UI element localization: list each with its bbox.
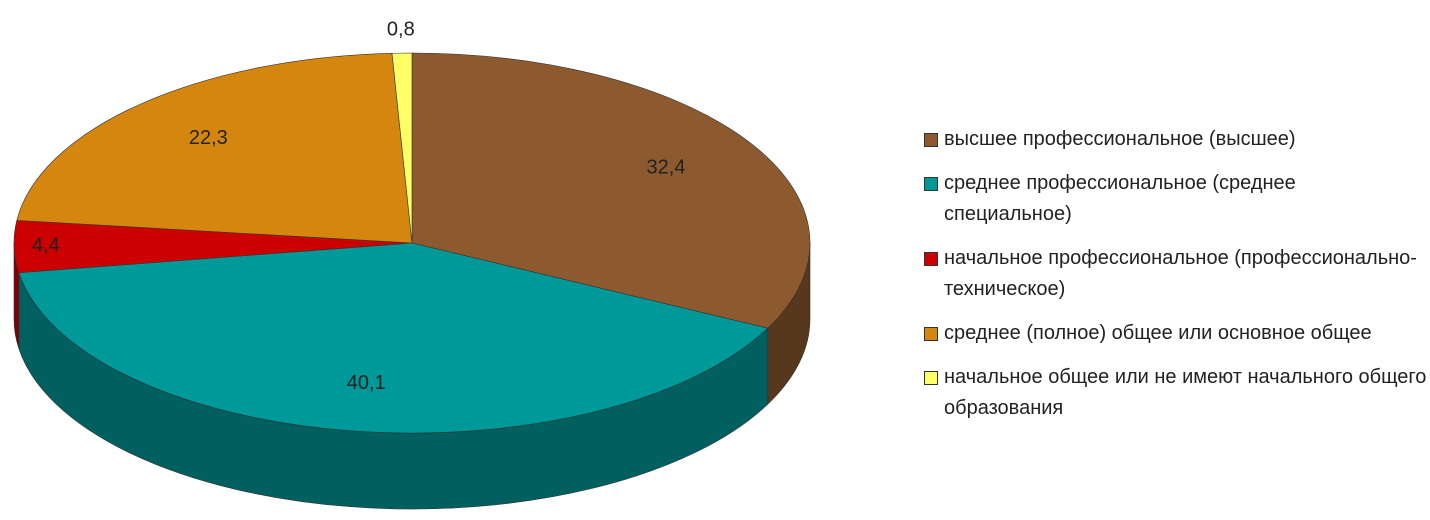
legend-label: начальное профессиональное (профессионал… <box>944 247 1417 300</box>
slice <box>16 52 413 244</box>
slice <box>411 52 811 329</box>
legend-swatch <box>924 133 938 147</box>
data-label: 4,4 <box>32 235 60 257</box>
data-label: 0,8 <box>387 19 415 41</box>
legend-label: среднее профессиональное (среднее специа… <box>944 172 1296 225</box>
legend-label: начальное общее или не имеют начального … <box>944 366 1427 419</box>
data-label: 32,4 <box>647 156 686 178</box>
legend-label: высшее профессиональное (высшее) <box>944 128 1296 150</box>
legend: высшее профессиональное (высшее) среднее … <box>918 124 1428 437</box>
legend-swatch <box>924 327 938 341</box>
slice <box>18 242 769 434</box>
legend-item: среднее профессиональное (среднее специа… <box>918 168 1428 230</box>
legend-label: среднее (полное) общее или основное обще… <box>944 322 1372 344</box>
legend-swatch <box>924 177 938 191</box>
data-label: 22,3 <box>189 127 228 149</box>
legend-item: среднее (полное) общее или основное обще… <box>918 318 1428 349</box>
pie-area: 32,4 40,1 4,4 22,3 0,8 <box>13 19 811 510</box>
slice <box>391 52 413 244</box>
legend-swatch <box>924 371 938 385</box>
data-label: 40,1 <box>347 372 386 394</box>
legend-item: высшее профессиональное (высшее) <box>918 124 1428 155</box>
legend-item: начальное общее или не имеют начального … <box>918 362 1428 424</box>
legend-item: начальное профессиональное (профессионал… <box>918 243 1428 305</box>
legend-swatch <box>924 252 938 266</box>
